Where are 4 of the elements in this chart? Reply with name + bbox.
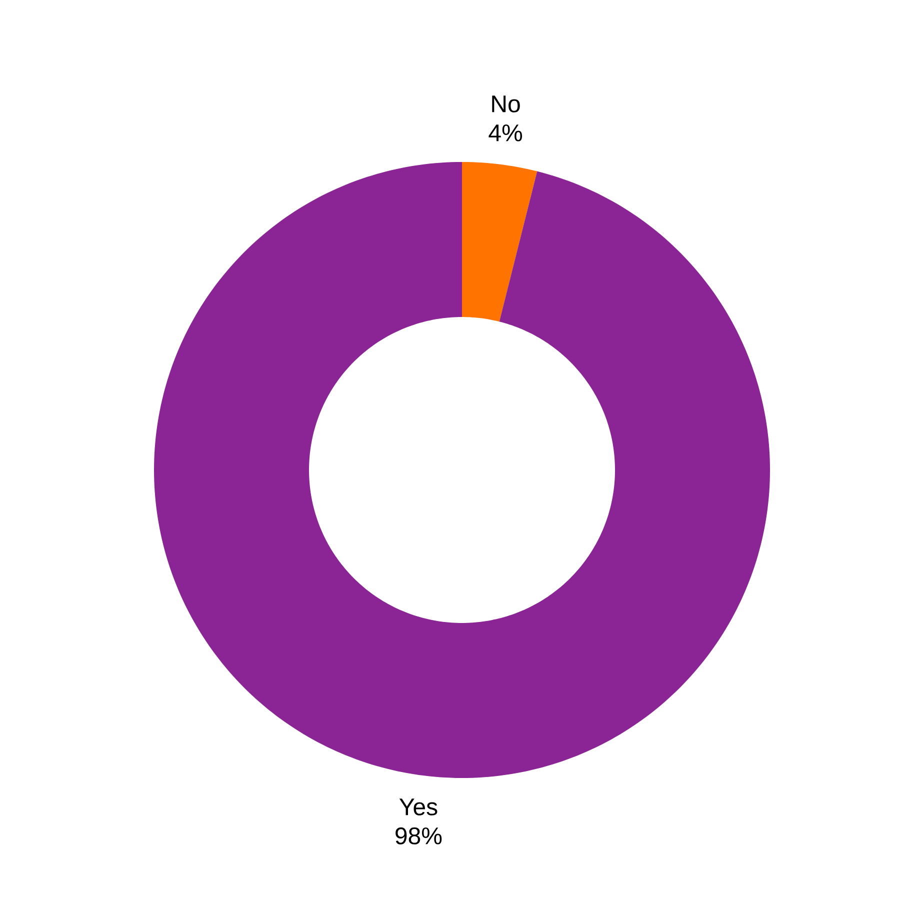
data-label: 4% — [488, 124, 522, 142]
slice-label: No — [492, 96, 520, 112]
data-label: 98% — [396, 827, 442, 844]
slice-label: Yes — [399, 798, 438, 816]
